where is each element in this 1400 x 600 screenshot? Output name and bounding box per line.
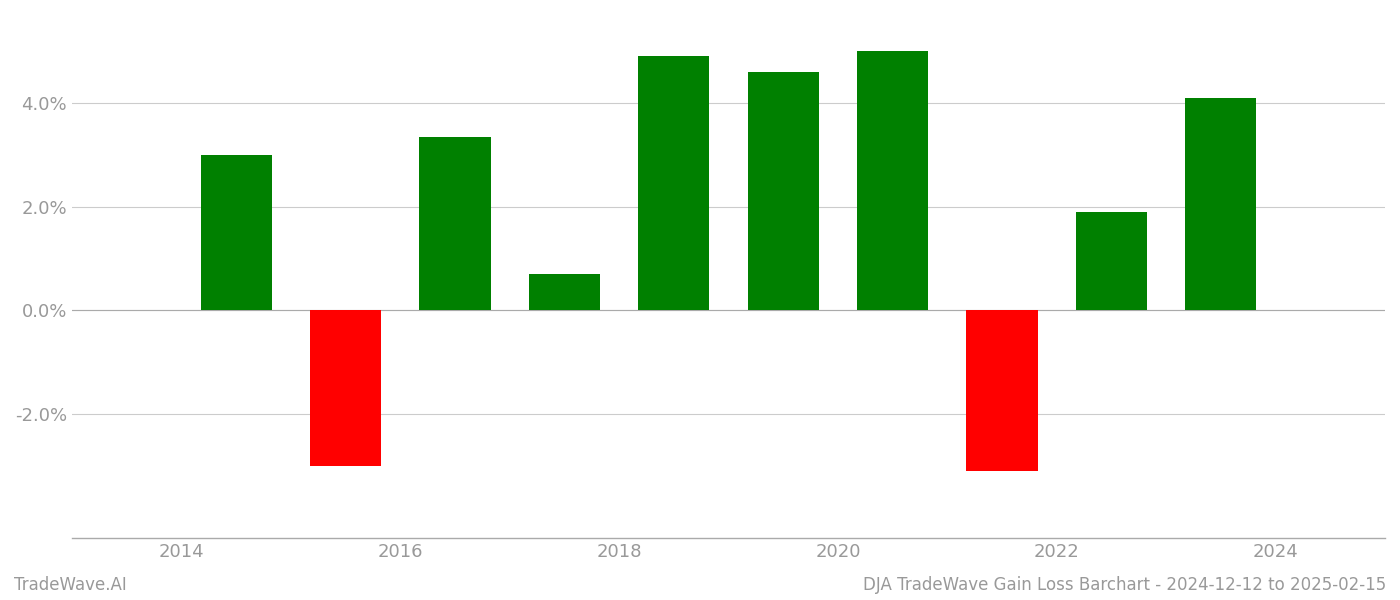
Bar [857,51,928,310]
Bar [309,310,381,466]
Bar [638,56,710,310]
Bar [420,137,490,310]
Text: DJA TradeWave Gain Loss Barchart - 2024-12-12 to 2025-02-15: DJA TradeWave Gain Loss Barchart - 2024-… [862,576,1386,594]
Bar [748,72,819,310]
Bar [529,274,601,310]
Bar [1075,212,1147,310]
Text: TradeWave.AI: TradeWave.AI [14,576,127,594]
Bar [200,155,272,310]
Bar [1186,98,1256,310]
Bar [966,310,1037,471]
